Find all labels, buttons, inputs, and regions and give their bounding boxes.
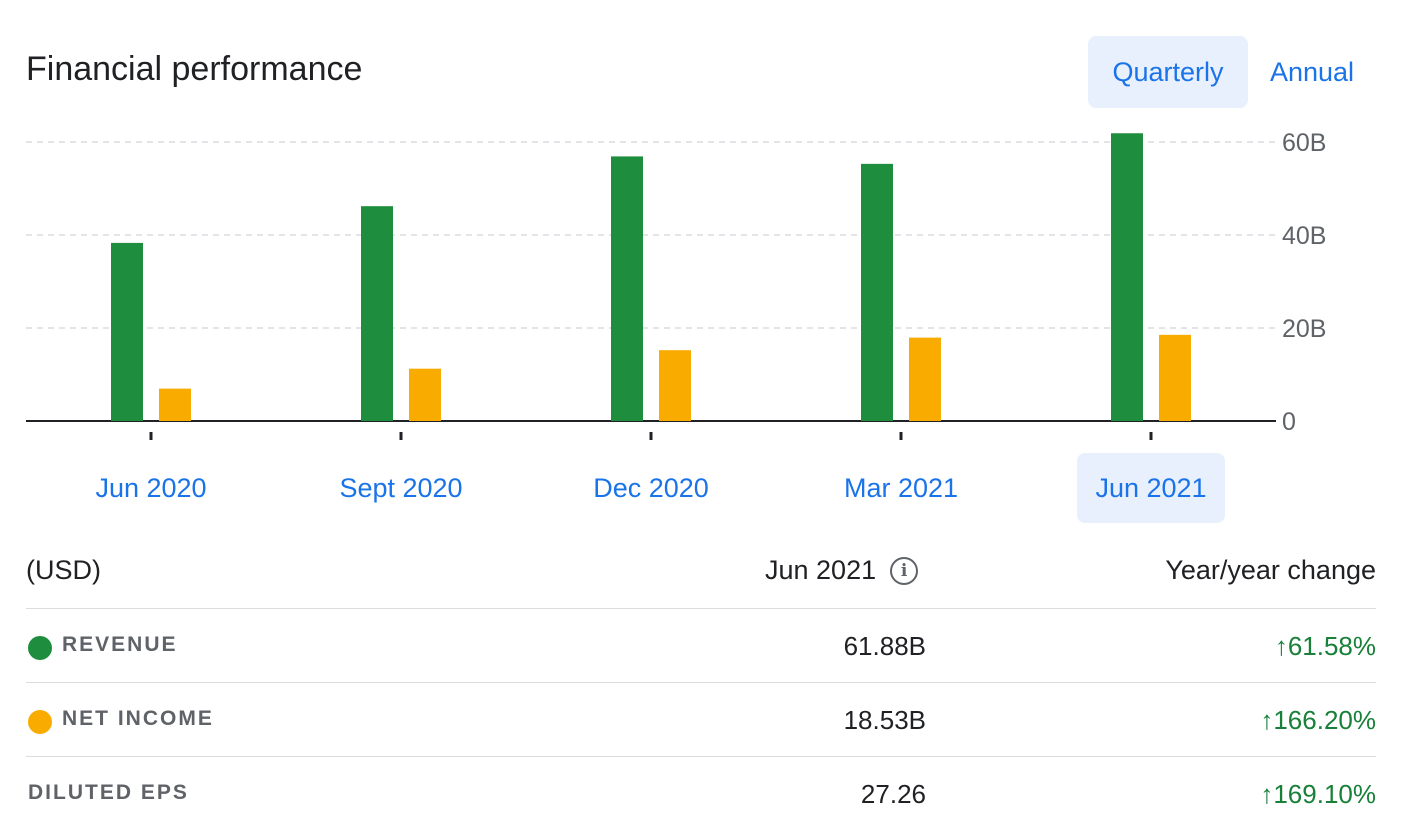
row-change: ↑166.20% <box>1260 705 1376 735</box>
period-header: Jun 2021 i <box>765 555 919 586</box>
revenue-bar[interactable] <box>1111 133 1143 421</box>
x-tick-label[interactable]: Jun 2020 <box>77 453 225 523</box>
revenue-bar[interactable] <box>861 163 893 422</box>
revenue-bar[interactable] <box>611 156 643 421</box>
page-title: Financial performance <box>26 50 363 88</box>
x-tick-label[interactable]: Sept 2020 <box>327 453 475 523</box>
row-value: 61.88B <box>843 631 926 661</box>
x-tick-label[interactable]: Mar 2021 <box>827 453 975 523</box>
row-label: REVENUE <box>62 633 178 656</box>
revenue-legend-dot <box>28 636 52 660</box>
y-tick-label: 40B <box>1282 222 1326 250</box>
info-icon[interactable]: i <box>890 557 919 585</box>
row-value: 18.53B <box>843 705 926 735</box>
x-tick-label[interactable]: Dec 2020 <box>577 453 725 523</box>
change-header: Year/year change <box>1165 555 1376 585</box>
table-row-diluted-eps: DILUTED EPS 27.26 ↑169.10% <box>26 756 1376 831</box>
row-label: NET INCOME <box>62 707 214 730</box>
net-income-bar[interactable] <box>1159 334 1191 421</box>
net-income-legend-dot <box>28 710 52 734</box>
table-row-net-income: NET INCOME 18.53B ↑166.20% <box>26 682 1376 757</box>
net-income-bar[interactable] <box>159 388 191 421</box>
period-label: Jun 2021 <box>765 555 877 585</box>
financial-bar-chart: 60B 40B 20B 0 <box>26 129 1326 440</box>
row-value: 27.26 <box>860 779 926 809</box>
y-tick-label: 20B <box>1282 315 1326 343</box>
row-label: DILUTED EPS <box>28 781 189 804</box>
annual-button[interactable]: Annual <box>1256 36 1368 108</box>
net-income-bar[interactable] <box>659 350 691 421</box>
net-income-bar[interactable] <box>409 368 441 421</box>
row-change: ↑61.58% <box>1274 631 1376 661</box>
y-tick-label: 60B <box>1282 129 1326 157</box>
revenue-bar[interactable] <box>361 206 393 421</box>
quarterly-button[interactable]: Quarterly <box>1088 36 1248 108</box>
revenue-bar[interactable] <box>111 242 143 421</box>
row-change: ↑169.10% <box>1260 779 1376 809</box>
table-row-revenue: REVENUE 61.88B ↑61.58% <box>26 608 1376 683</box>
y-tick-label: 0 <box>1282 408 1296 436</box>
x-tick-label[interactable]: Jun 2021 <box>1077 453 1225 523</box>
net-income-bar[interactable] <box>909 337 941 421</box>
currency-label: (USD) <box>26 555 101 585</box>
